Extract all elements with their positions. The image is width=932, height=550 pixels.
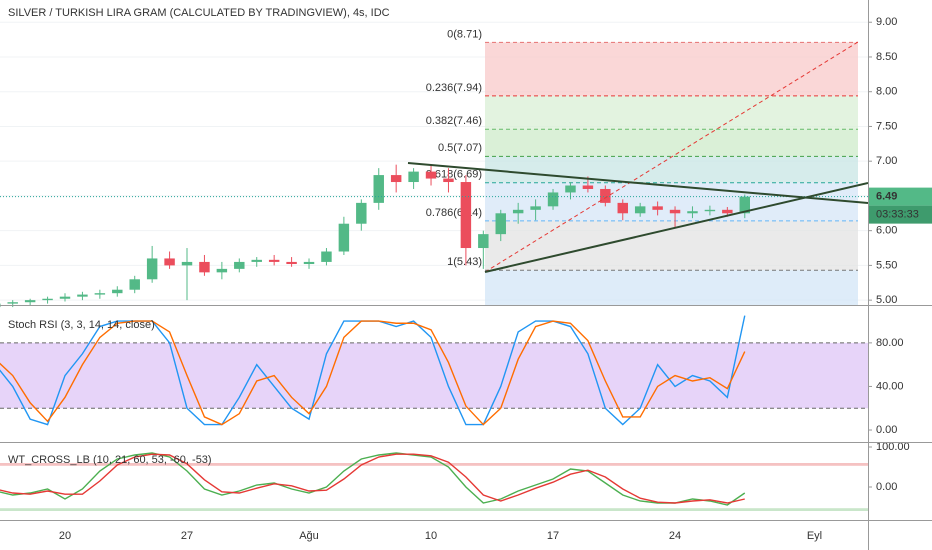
indicator-title: WT_CROSS_LB (10, 21, 60, 53, -60, -53) [8,454,212,466]
candle-body [425,171,437,179]
y-tick-label: 6.00 [876,225,897,237]
x-tick-label: Ağu [299,530,319,542]
candle-body [129,279,140,290]
candle-body [739,196,750,214]
y-tick-label: 100.00 [876,441,910,453]
chart-title: SILVER / TURKISH LIRA GRAM (CALCULATED B… [8,7,390,19]
fib-zone [485,182,858,221]
fib-label: 1(5.43) [447,256,482,268]
y-tick-label: 8.50 [876,51,897,63]
x-tick-label: 20 [59,530,71,542]
candle-body [565,185,576,193]
fib-label: 0.382(7.46) [426,115,482,127]
candle-body [478,234,489,249]
candle-body [687,211,698,214]
x-tick-label: Eyl [807,530,822,542]
candle-body [652,206,663,210]
front-layer: 2027Ağu101724Eyl5.005.506.006.507.007.50… [59,16,932,542]
y-tick-label: 0.00 [876,424,897,436]
fib-label: 0.5(7.07) [438,142,482,154]
indicator-title: Stoch RSI (3, 3, 14, 14, close) [8,319,155,331]
candle-body [251,259,262,262]
candle-body [234,261,245,269]
candle-body [356,202,367,224]
background-layer [0,21,868,511]
candle-body [460,182,472,249]
band-fill [0,463,868,466]
y-tick-label: 40.00 [876,380,904,392]
candle-body [112,289,123,294]
candle-body [24,300,36,303]
candle-body [181,261,193,266]
x-tick-label: 27 [181,530,193,542]
candle-body [199,261,210,273]
price-label: 6.49 [876,191,897,203]
price-badge [869,187,932,206]
y-tick-label: 0.00 [876,481,897,493]
candle-body [164,258,175,266]
fib-diagonal [484,41,859,273]
fib-zone [485,95,858,130]
candle-body [338,223,350,252]
fib-zone [485,156,858,183]
trend-line [484,182,868,273]
candle-body [42,298,53,301]
y-tick-label: 9.00 [876,16,897,28]
plot-layer: 0(8.71) 0.236(7.94) 0.382(7.46) 0.5(7.07) 0.… [0,28,868,506]
fib-label: 0.618(6.69) [426,169,482,181]
candle-body [634,206,646,214]
y-tick-label: 80.00 [876,337,904,349]
fib-label: 0.236(7.94) [426,82,482,94]
candle-body [77,294,88,297]
fib-zone [485,270,858,305]
candle-body [216,268,228,273]
candle-body [495,213,506,235]
trend-line [407,162,868,204]
fib-label: 0(8.71) [447,28,482,40]
candle-body [704,209,716,212]
band-fill [0,342,868,409]
series-line [0,453,745,504]
candle-body [547,192,559,207]
x-tick-label: 24 [669,530,681,542]
band-fill [0,508,868,511]
candle-body [286,261,297,265]
y-tick-label: 5.50 [876,259,897,271]
candle-body [600,188,611,203]
trend-lines [407,41,868,273]
candle-body [146,258,158,280]
candle-body [722,209,733,214]
x-tick-label: 10 [425,530,437,542]
y-tick-label: 5.00 [876,294,897,306]
candle-body [408,171,419,183]
candle-body [321,251,332,262]
candle-body [669,209,681,214]
candle-body [582,185,594,189]
fib-label: 0.786(6.14) [426,207,482,219]
series-line [0,320,746,426]
y-tick-label: 8.00 [876,86,897,98]
candle-body [268,259,280,262]
x-tick-label: 17 [547,530,559,542]
candle-body [373,175,384,203]
candle-body [303,261,315,265]
fib-zone [485,42,858,96]
candle-body [94,293,106,295]
candle-body [512,209,524,214]
fib-zone [485,129,858,157]
candle-body [617,202,628,214]
candle-body [7,302,18,304]
y-tick-label: 7.00 [876,155,897,167]
series-line [0,452,746,506]
candle-body [59,296,71,299]
candle-body [530,206,541,210]
candle-body [443,178,454,183]
y-tick-label: 7.50 [876,120,897,132]
candle-body [390,175,402,183]
countdown-label: 03:33:33 [876,209,919,221]
countdown-badge [869,205,932,224]
